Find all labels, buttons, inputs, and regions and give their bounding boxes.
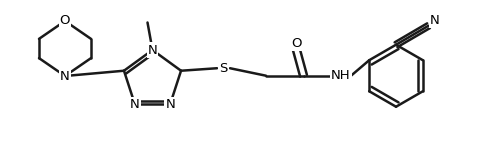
Text: O: O <box>291 37 302 50</box>
Text: O: O <box>60 14 70 28</box>
Text: N: N <box>430 14 440 27</box>
Text: S: S <box>220 62 228 75</box>
Text: N: N <box>60 70 70 83</box>
Text: N: N <box>148 43 158 56</box>
Text: N: N <box>166 98 175 111</box>
Text: N: N <box>130 98 140 111</box>
Text: NH: NH <box>331 69 351 82</box>
